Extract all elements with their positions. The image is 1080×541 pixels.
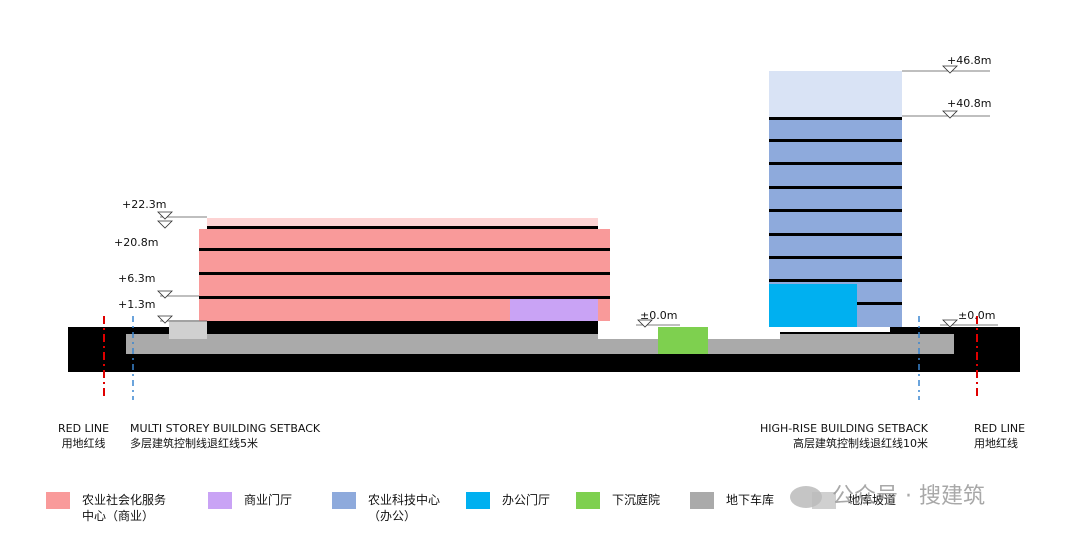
high-setback-label: HIGH-RISE BUILDING SETBACK 高层建筑控制线退红线10米: [760, 421, 928, 451]
elevation-label: +46.8m: [947, 54, 992, 67]
red-line-right-en: RED LINE: [974, 422, 1026, 435]
legend-label: 地库坡道: [848, 493, 897, 507]
elevation-label: +20.8m: [114, 236, 159, 249]
legend-label: （办公）: [368, 509, 417, 523]
red-line-left-label: RED LINE 用地红线: [58, 421, 109, 451]
legend-label: 中心（商业）: [82, 509, 155, 523]
legend-swatch: [332, 492, 356, 509]
elevation-label: +6.3m: [118, 272, 156, 285]
red-line-right-cn: 用地红线: [974, 437, 1018, 450]
sunken-courtyard: [658, 327, 708, 354]
watermark-text: 公众号 · 搜建筑: [832, 484, 985, 509]
legend-swatch: [466, 492, 490, 509]
multi-setback-en: MULTI STOREY BUILDING SETBACK: [130, 422, 321, 435]
high-rise-building: [769, 71, 902, 327]
legend-swatch: [208, 492, 232, 509]
high-setback-en: HIGH-RISE BUILDING SETBACK: [760, 422, 928, 435]
legend-label: 农业科技中心: [368, 493, 441, 507]
office-lobby: [769, 284, 857, 327]
elevation-label: ±0.0m: [640, 309, 678, 322]
basement-parking: [126, 334, 954, 354]
elevation-label: +22.3m: [122, 198, 167, 211]
red-line-left-cn: 用地红线: [61, 437, 106, 450]
ramp-cut: [780, 327, 890, 332]
legend-label: 农业社会化服务: [82, 493, 167, 507]
wechat-icon: [790, 486, 822, 508]
legend-label: 地下车库: [726, 493, 775, 507]
multi-setback-cn: 多层建筑控制线退红线5米: [130, 437, 258, 450]
red-line-left-en: RED LINE: [58, 422, 110, 435]
legend-label: 下沉庭院: [612, 493, 661, 507]
watermark: 公众号 · 搜建筑: [790, 478, 985, 510]
legend-swatch: [576, 492, 600, 509]
elevation-label: ±0.0m: [958, 309, 996, 322]
legend-label: 商业门厅: [244, 493, 293, 507]
legend-swatch: [46, 492, 70, 509]
multi-setback-label: MULTI STOREY BUILDING SETBACK 多层建筑控制线退红线…: [130, 421, 320, 451]
high-setback-cn: 高层建筑控制线退红线10米: [792, 437, 928, 450]
basement-ramp: [169, 320, 207, 339]
elevation-label: +1.3m: [118, 298, 156, 311]
elevation-triangles: [157, 65, 958, 328]
elevation-label: +40.8m: [947, 97, 992, 110]
red-line-right-label: RED LINE 用地红线: [974, 421, 1025, 451]
legend-swatch: [690, 492, 714, 509]
multi-storey-building: [199, 218, 610, 327]
legend-label: 办公门厅: [502, 493, 551, 507]
